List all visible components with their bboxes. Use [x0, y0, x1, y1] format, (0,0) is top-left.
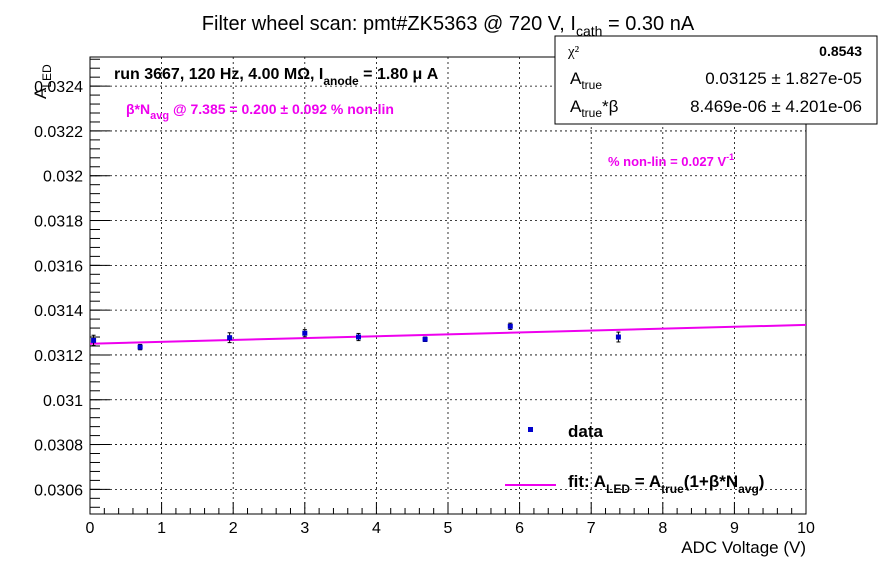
nonlin-main: % non-lin = 0.027 V: [608, 154, 726, 169]
stats-atrue-label: Atrue: [570, 69, 602, 92]
stats-chi2-value: 0.8543: [819, 43, 862, 59]
legend: data fit: ALED = Atrue(1+β*Navg): [505, 422, 764, 496]
y-tick-label: 0.0306: [34, 482, 83, 499]
ticks: [89, 58, 807, 514]
y-axis-label-main: A: [31, 87, 50, 99]
x-tick-label: 3: [300, 520, 309, 537]
x-tick-label: 8: [658, 520, 667, 537]
data-points: [91, 322, 621, 351]
title-prefix: Filter wheel scan: pmt#ZK5363 @ 720 V, I: [202, 13, 576, 35]
y-axis-label: ALED: [31, 64, 54, 99]
x-tick-label: 0: [86, 520, 95, 537]
data-point: [615, 334, 621, 340]
run-annotation: run 3667, 120 Hz, 4.00 MΩ, Ianode = 1.80…: [114, 66, 439, 88]
stats-atb-value: 8.469e-06 ± 4.201e-06: [690, 97, 862, 116]
y-tick-label: 0.0308: [34, 438, 83, 455]
x-tick-label: 5: [444, 520, 453, 537]
beta-sub: avg: [150, 110, 169, 122]
legend-data-label: data: [568, 422, 604, 441]
legend-fit-label: fit: ALED = Atrue(1+β*Navg): [568, 472, 764, 496]
y-tick-label: 0.032: [43, 169, 83, 186]
data-point: [137, 344, 143, 350]
tick-labels: 0 1 2 3 4 5 6 7 8 9 10 0.0306 0.0308 0.031 0.0312 0.031…: [34, 79, 815, 537]
x-tick-label: 9: [730, 520, 739, 537]
grid: [90, 57, 806, 514]
x-axis-label: ADC Voltage (V): [681, 538, 806, 557]
stats-atrue-value: 0.03125 ± 1.827e-05: [705, 69, 862, 88]
run-sub: anode: [323, 74, 359, 88]
data-point: [91, 337, 97, 343]
stats-atb-label: Atrue*β: [570, 97, 619, 120]
stats-chi2-label: χ²: [567, 44, 580, 60]
run-suffix: = 1.80 μ A: [359, 66, 439, 83]
title-suffix: = 0.30 nA: [602, 13, 694, 35]
x-tick-label: 2: [229, 520, 238, 537]
y-tick-label: 0.031: [43, 393, 83, 410]
stats-box: χ² 0.8543 Atrue 0.03125 ± 1.827e-05 Atru…: [554, 35, 878, 125]
data-point: [507, 323, 513, 329]
data-point: [356, 334, 361, 340]
title-sub: cath: [576, 23, 602, 39]
beta-suffix: @ 7.385 = 0.200 ± 0.092 % non-lin: [169, 101, 394, 117]
data-point: [302, 330, 308, 336]
y-tick-label: 0.0316: [34, 258, 83, 275]
x-tick-label: 7: [587, 520, 596, 537]
x-tick-label: 10: [797, 520, 815, 537]
x-tick-label: 1: [157, 520, 166, 537]
y-tick-label: 0.0324: [34, 79, 83, 96]
y-tick-label: 0.0314: [34, 303, 83, 320]
legend-data-marker: [528, 427, 533, 432]
plot-frame: [89, 56, 807, 515]
nonlin-annotation: % non-lin = 0.027 V-1: [608, 152, 734, 169]
run-prefix: run 3667, 120 Hz, 4.00 MΩ, I: [114, 66, 323, 83]
y-tick-label: 0.0318: [34, 214, 83, 231]
nonlin-sup: -1: [726, 152, 734, 162]
chart-title: Filter wheel scan: pmt#ZK5363 @ 720 V, I…: [202, 13, 695, 39]
data-point: [422, 336, 428, 342]
beta-annotation: β*Navg @ 7.385 = 0.200 ± 0.092 % non-lin: [126, 101, 394, 122]
y-tick-label: 0.0312: [34, 348, 83, 365]
beta-prefix: β*N: [126, 101, 150, 117]
data-point: [227, 335, 233, 341]
x-tick-label: 6: [515, 520, 524, 537]
fit-line: [89, 323, 807, 345]
y-axis-label-sub: LED: [40, 64, 54, 88]
x-tick-label: 4: [372, 520, 381, 537]
y-tick-label: 0.0322: [34, 124, 83, 141]
